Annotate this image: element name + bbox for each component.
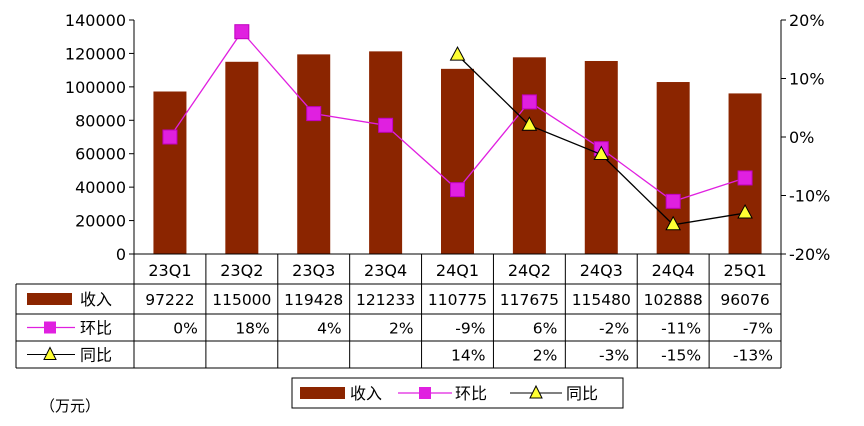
data-table: 23Q1 23Q2 23Q3 23Q4 24Q1 24Q2 24Q3 24Q4 25Q1 收入环比… — [15, 253, 782, 369]
category-label: 24Q3 — [580, 261, 623, 280]
plot-area — [153, 24, 762, 255]
table-value: -9% — [455, 320, 485, 338]
category-label: 24Q4 — [652, 261, 695, 280]
bar-23Q3 — [297, 54, 331, 254]
mom-point-23Q3 — [306, 106, 322, 122]
category-label: 23Q3 — [292, 261, 335, 280]
legend-box — [291, 377, 624, 409]
yoy-key-marker — [43, 346, 57, 360]
left-tick-label: 120000 — [65, 44, 126, 63]
table-value: 2% — [533, 347, 558, 365]
yoy-point-24Q3 — [593, 145, 610, 161]
table-value: 102888 — [644, 291, 703, 309]
category-label: 23Q2 — [220, 261, 263, 280]
right-tick-label: 0% — [789, 128, 814, 147]
bar-23Q2 — [225, 61, 259, 255]
mom-point-24Q4 — [665, 193, 681, 209]
table-value: 110775 — [428, 291, 487, 309]
row-header-mom: 环比 — [80, 319, 112, 338]
table-value: 96076 — [720, 291, 769, 309]
row-header-yoy: 同比 — [80, 346, 112, 365]
bar-23Q4 — [369, 51, 403, 254]
unit-note: （万元） — [40, 397, 100, 415]
legend-label-yoy: 同比 — [566, 384, 598, 403]
table-value: 115000 — [212, 291, 271, 309]
right-tick-label: 10% — [789, 70, 825, 89]
category-label: 24Q1 — [436, 261, 479, 280]
yoy-point-25Q1 — [737, 203, 753, 219]
table-value: 97222 — [145, 291, 194, 309]
right-tick-label: -10% — [789, 187, 830, 206]
legend-key-yoy-marker — [529, 384, 543, 399]
legend-key-mom-marker — [419, 387, 431, 399]
table-value: -7% — [743, 320, 773, 338]
category-label: 23Q1 — [148, 261, 191, 280]
table-value: 121233 — [356, 291, 415, 309]
table-value: -2% — [599, 320, 629, 338]
table-value: 115480 — [572, 291, 631, 309]
table-value: -15% — [661, 347, 701, 365]
mom-point-24Q1 — [450, 182, 465, 198]
legend-label-revenue: 收入 — [350, 384, 382, 403]
bar-24Q2 — [512, 57, 546, 255]
left-tick-label: 40000 — [75, 178, 126, 197]
table-value: -11% — [661, 320, 701, 338]
table-value: 2% — [389, 320, 414, 338]
left-tick-label: 20000 — [75, 212, 126, 231]
table-value: 18% — [235, 320, 269, 338]
table-value: 0% — [173, 320, 198, 338]
yoy-point-24Q2 — [521, 116, 538, 131]
right-tick-label: -20% — [789, 245, 830, 264]
left-tick-label: 140000 — [65, 11, 126, 30]
mom-point-25Q1 — [737, 170, 753, 186]
axes: 0 20000 40000 60000 80000 100000 120000 140000 -… — [65, 11, 830, 264]
table-value: -3% — [599, 347, 629, 365]
category-label: 25Q1 — [723, 261, 766, 280]
category-label: 24Q2 — [508, 261, 551, 280]
left-tick-label: 80000 — [75, 111, 126, 130]
left-tick-label: 0 — [116, 245, 126, 264]
legend-label-mom: 环比 — [455, 384, 487, 403]
yoy-point-24Q4 — [665, 215, 682, 231]
mom-point-23Q2 — [234, 24, 250, 40]
table-value: 119428 — [284, 291, 343, 309]
bar-24Q1 — [441, 68, 474, 254]
revenue-key — [27, 293, 72, 305]
table-value: 6% — [533, 320, 558, 338]
table-value: 117675 — [500, 291, 559, 309]
table-value: 4% — [317, 320, 342, 338]
mom-point-23Q1 — [162, 129, 178, 145]
table-value: 14% — [451, 347, 485, 365]
mom-key-marker — [44, 321, 56, 334]
legend-key-revenue — [300, 387, 345, 399]
category-label: 23Q4 — [364, 261, 407, 280]
row-header-revenue: 收入 — [80, 290, 112, 309]
right-tick-label: 20% — [789, 11, 825, 30]
mom-point-24Q2 — [521, 94, 537, 110]
table-value: -13% — [733, 347, 773, 365]
left-tick-label: 60000 — [75, 145, 126, 164]
legend: 收入 环比 同比 — [291, 377, 624, 409]
mom-point-23Q4 — [378, 117, 394, 133]
bar-23Q1 — [153, 91, 187, 255]
left-tick-label: 100000 — [65, 78, 126, 97]
yoy-point-24Q1 — [449, 46, 466, 61]
